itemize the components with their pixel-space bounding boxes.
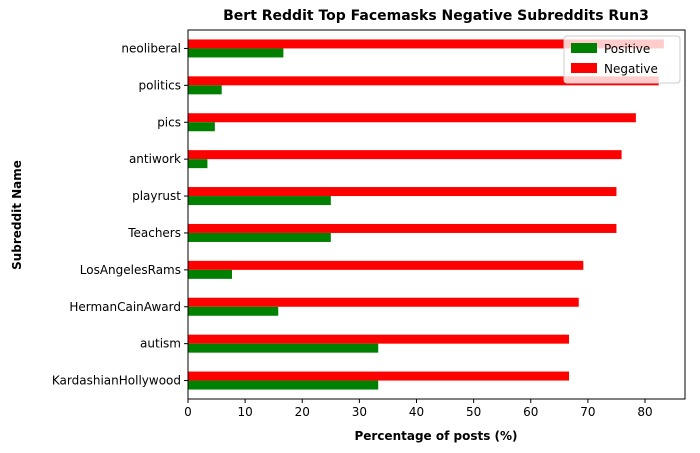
chart-title: Bert Reddit Top Facemasks Negative Subre… (223, 8, 649, 24)
x-tick-label: 80 (637, 405, 652, 419)
y-tick-label: politics (138, 78, 181, 92)
bar-negative (188, 223, 617, 233)
bar-positive (188, 343, 379, 353)
y-tick-label: KardashianHollywood (52, 374, 181, 388)
bar-negative (188, 39, 664, 49)
bar-positive (188, 380, 379, 390)
bars-group (188, 39, 664, 390)
bar-positive (188, 122, 215, 132)
x-tick-label: 20 (295, 405, 310, 419)
bar-negative (188, 150, 622, 160)
bar-positive (188, 159, 208, 169)
legend-swatch-negative (571, 63, 597, 73)
x-tick-label: 10 (237, 405, 252, 419)
y-tick-label: autism (140, 337, 181, 351)
bar-negative (188, 371, 570, 381)
y-tick-label: neoliberal (121, 41, 181, 55)
bar-negative (188, 187, 617, 197)
bar-positive (188, 85, 222, 95)
bar-positive (188, 306, 279, 316)
x-tick-label: 30 (352, 405, 367, 419)
x-tick-label: 60 (523, 405, 538, 419)
bar-negative (188, 260, 584, 270)
legend-swatch-positive (571, 43, 597, 53)
bar-positive (188, 196, 331, 206)
plot-frame (187, 29, 686, 400)
x-ticks-group: 0 10 20 30 40 50 60 70 80 (184, 399, 653, 419)
x-tick-label: 0 (184, 405, 192, 419)
y-axis-label: Subreddit Name (10, 160, 24, 270)
y-tick-label: HermanCainAward (69, 300, 181, 314)
y-ticks-group: KardashianHollywood autism HermanCainAward… (52, 41, 188, 388)
bar-negative (188, 76, 659, 86)
legend-label-positive: Positive (604, 42, 650, 56)
y-tick-label: Teachers (127, 226, 181, 240)
y-tick-label: pics (157, 115, 181, 129)
y-tick-label: LosAngelesRams (80, 263, 181, 277)
legend-label-negative: Negative (604, 62, 658, 76)
legend: Positive Negative (563, 35, 681, 84)
x-tick-label: 70 (580, 405, 595, 419)
y-tick-label: antiwork (129, 152, 181, 166)
bar-positive (188, 232, 331, 242)
y-tick-label: playrust (132, 189, 181, 203)
bar-negative (188, 113, 636, 123)
x-tick-label: 40 (409, 405, 424, 419)
bar-positive (188, 269, 232, 279)
x-axis-label: Percentage of posts (%) (354, 429, 517, 443)
bar-positive (188, 48, 284, 58)
x-tick-label: 50 (466, 405, 481, 419)
bar-negative (188, 334, 570, 344)
bar-negative (188, 297, 579, 307)
